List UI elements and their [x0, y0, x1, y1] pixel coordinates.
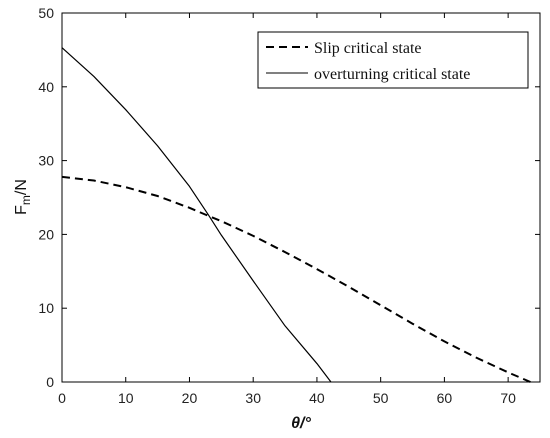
y-axis-label-subscript: m — [19, 195, 33, 205]
y-axis-label-main: F — [13, 205, 30, 215]
x-tick-label: 30 — [245, 390, 261, 406]
y-tick-label: 20 — [38, 226, 54, 242]
plot-frame — [61, 12, 541, 383]
x-tick-label: 60 — [437, 390, 453, 406]
legend-box — [257, 31, 529, 89]
y-tick-label: 10 — [38, 300, 54, 316]
x-tick-label: 50 — [373, 390, 389, 406]
x-tick-label: 70 — [500, 390, 516, 406]
y-tick-label: 30 — [38, 153, 54, 169]
legend-label-overturning: overturning critical state — [314, 66, 470, 83]
y-axis-label: Fm/N — [13, 179, 33, 215]
series-line-overturning-critical-state — [61, 47, 332, 383]
legend: Slip critical state overturning critical… — [257, 31, 529, 89]
tick-layer: 0 10 20 30 40 50 60 70 0 10 20 30 40 50 — [38, 5, 540, 406]
x-tick-label: 20 — [182, 390, 198, 406]
x-axis-label: θ/° — [291, 415, 311, 432]
x-tick-label: 40 — [309, 390, 325, 406]
x-tick-label: 0 — [58, 390, 66, 406]
legend-label-slip: Slip critical state — [314, 40, 422, 57]
series-layer — [61, 47, 531, 383]
x-tick-label: 10 — [118, 390, 134, 406]
y-axis-label-unit: /N — [13, 179, 30, 195]
series-line-slip-critical-state — [61, 175, 531, 383]
y-tick-label: 50 — [38, 5, 54, 21]
y-tick-label: 0 — [46, 374, 54, 390]
y-tick-label: 40 — [38, 79, 54, 95]
